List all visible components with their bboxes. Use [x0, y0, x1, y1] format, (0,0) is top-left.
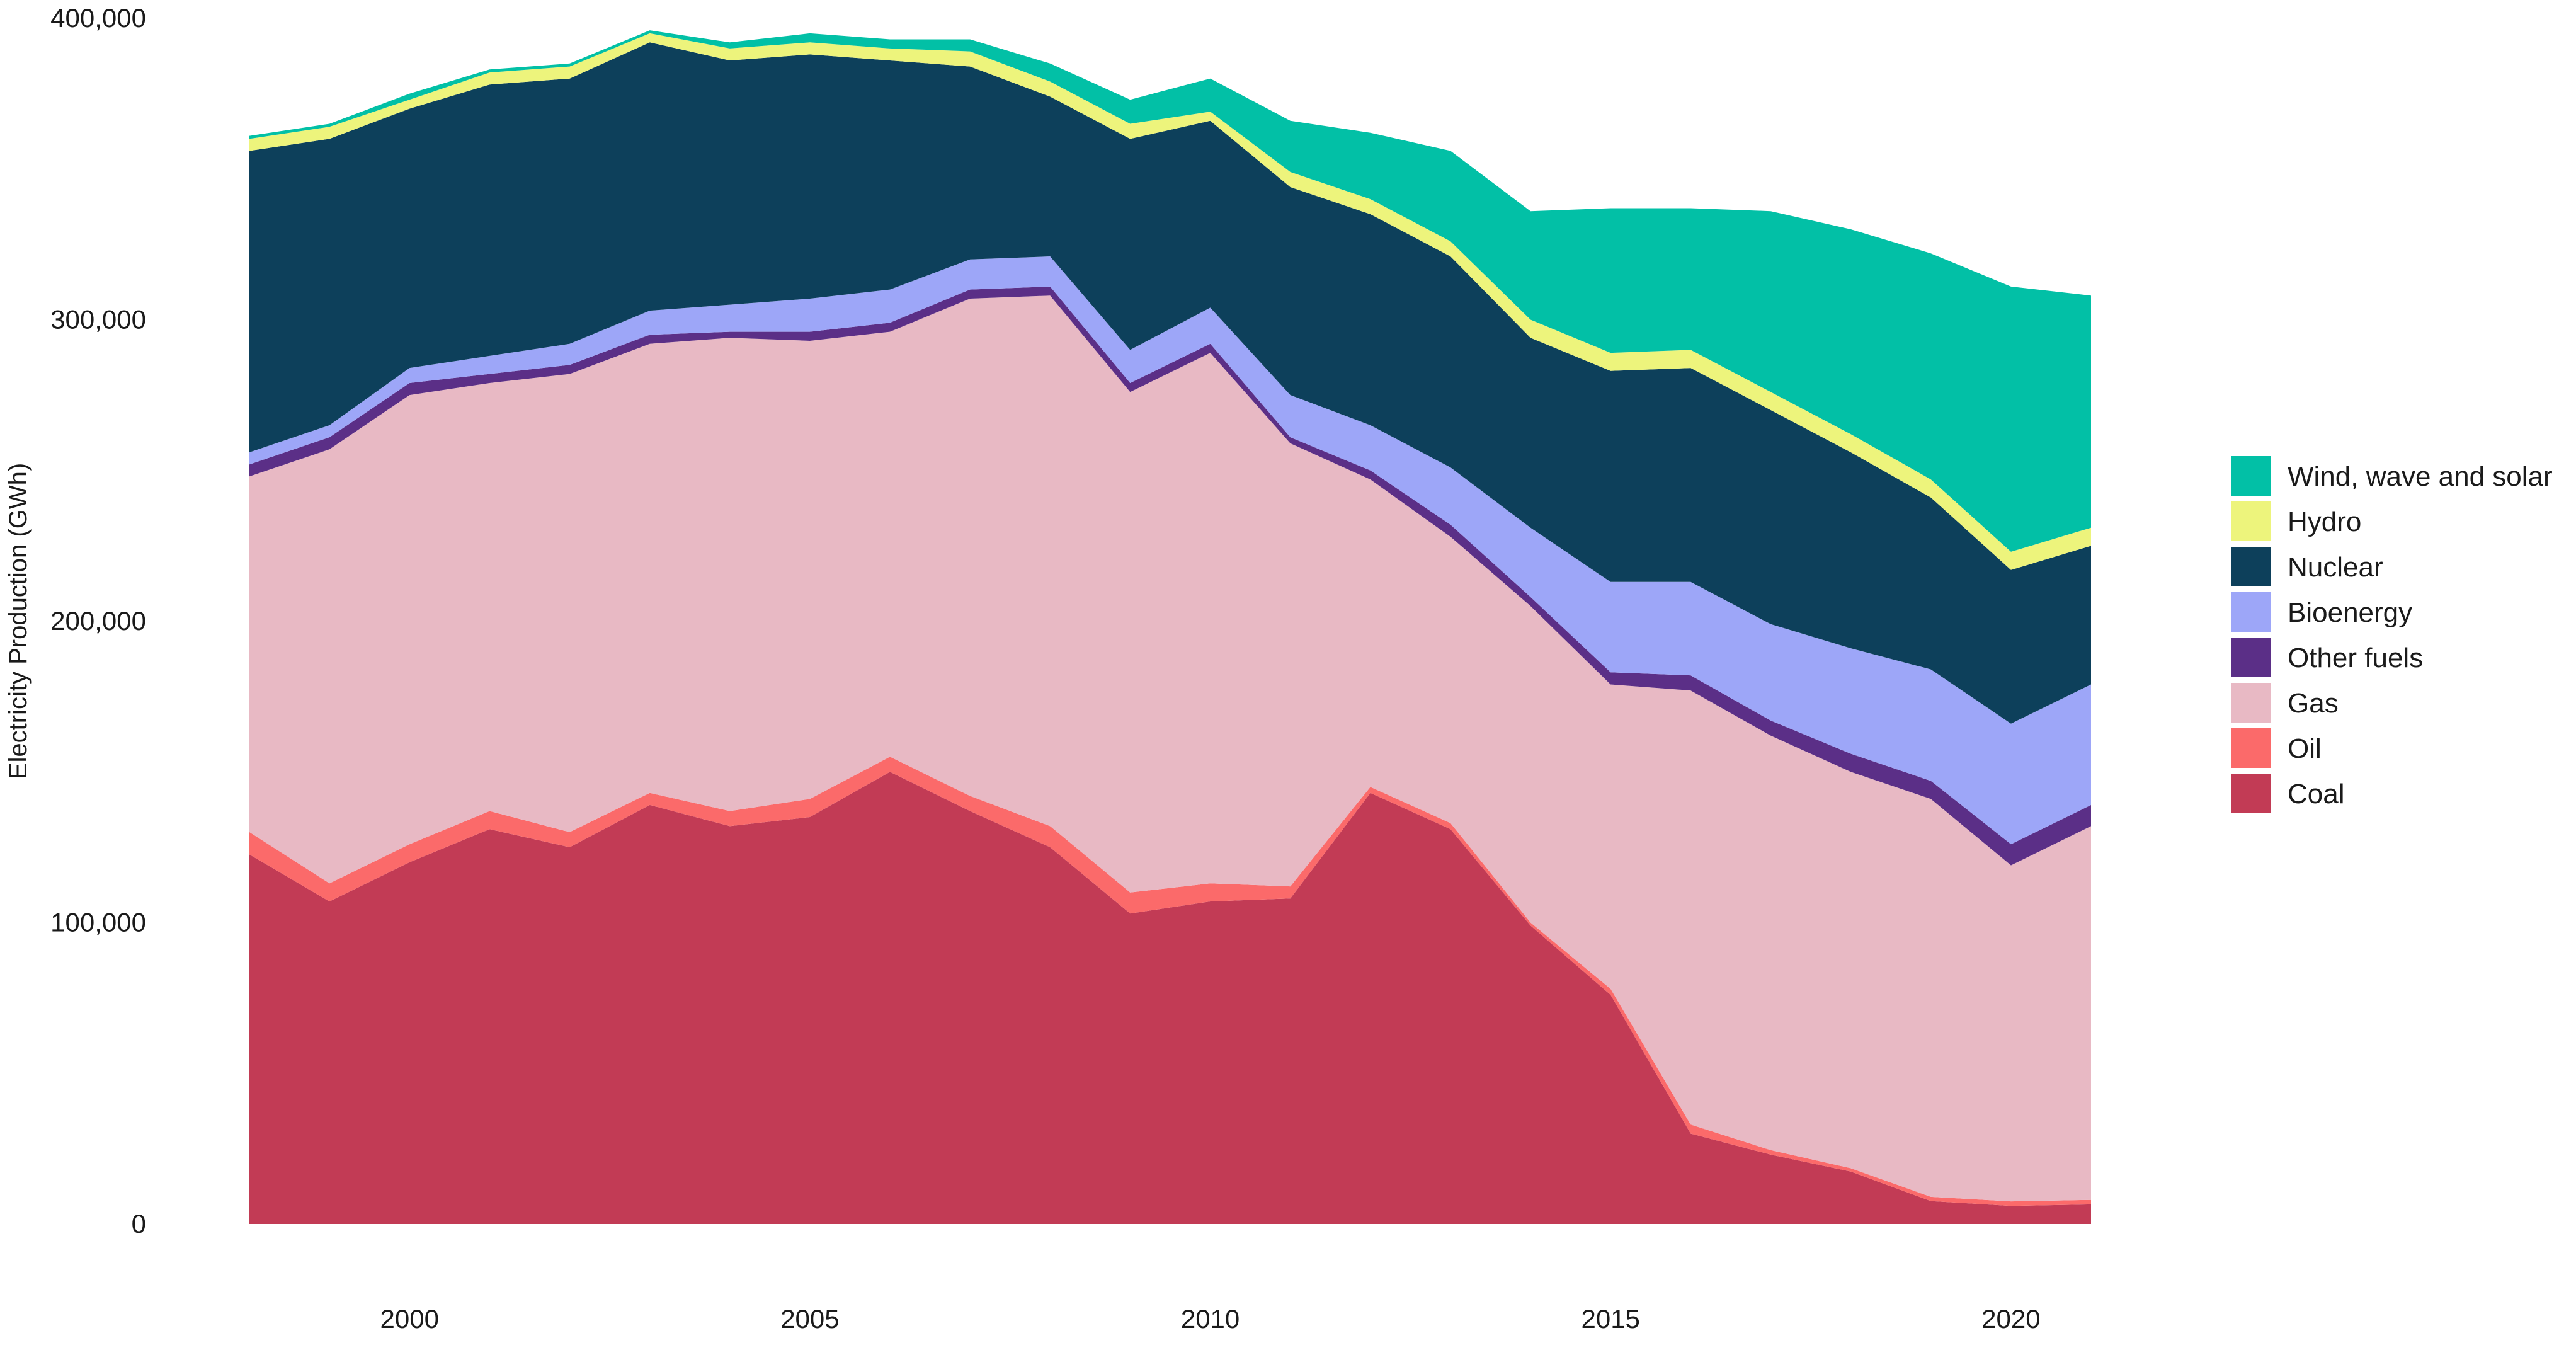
x-tick-label: 2020 — [1981, 1304, 2040, 1334]
legend-item-wind-wave-and-solar: Wind, wave and solar — [2231, 456, 2553, 496]
x-tick-label: 2010 — [1181, 1304, 1240, 1334]
legend-swatch — [2231, 592, 2271, 632]
legend-swatch — [2231, 456, 2271, 496]
legend-label: Bioenergy — [2288, 597, 2412, 628]
legend-swatch — [2231, 638, 2271, 677]
legend-item-oil: Oil — [2231, 728, 2322, 768]
area-coal — [249, 772, 2091, 1224]
y-tick-label: 400,000 — [50, 3, 146, 33]
legend-item-hydro: Hydro — [2231, 501, 2361, 541]
legend-item-gas: Gas — [2231, 683, 2339, 723]
area-nuclear — [249, 42, 2091, 724]
legend-label: Wind, wave and solar — [2288, 461, 2553, 492]
y-tick-label: 200,000 — [50, 606, 146, 636]
legend-item-nuclear: Nuclear — [2231, 547, 2383, 586]
legend-label: Coal — [2288, 779, 2345, 809]
area-layers — [249, 30, 2091, 1224]
legend-swatch — [2231, 774, 2271, 813]
x-tick-label: 2005 — [780, 1304, 839, 1334]
y-axis-ticks: 0 100,000 200,000 300,000 400,000 — [50, 3, 146, 1238]
legend-label: Gas — [2288, 688, 2339, 719]
area-wind-wave-and-solar — [249, 30, 2091, 552]
y-tick-label: 100,000 — [50, 908, 146, 937]
legend-swatch — [2231, 683, 2271, 723]
legend: Wind, wave and solar Hydro Nuclear Bioenerg… — [2231, 456, 2553, 813]
legend-swatch — [2231, 501, 2271, 541]
legend-label: Hydro — [2288, 506, 2361, 537]
y-tick-label: 300,000 — [50, 305, 146, 335]
x-axis-ticks: 2000 2005 2010 2015 2020 — [380, 1304, 2041, 1334]
legend-label: Oil — [2288, 733, 2322, 764]
legend-label: Other fuels — [2288, 643, 2423, 673]
area-gas — [249, 295, 2091, 1202]
legend-label: Nuclear — [2288, 552, 2383, 583]
y-axis-label: Electricity Production (GWh) — [4, 463, 32, 779]
x-tick-label: 2000 — [380, 1304, 439, 1334]
legend-swatch — [2231, 728, 2271, 768]
legend-item-coal: Coal — [2231, 774, 2345, 813]
x-tick-label: 2015 — [1581, 1304, 1639, 1334]
y-tick-label: 0 — [132, 1209, 146, 1238]
legend-swatch — [2231, 547, 2271, 586]
legend-item-other-fuels: Other fuels — [2231, 638, 2423, 677]
legend-item-bioenergy: Bioenergy — [2231, 592, 2412, 632]
